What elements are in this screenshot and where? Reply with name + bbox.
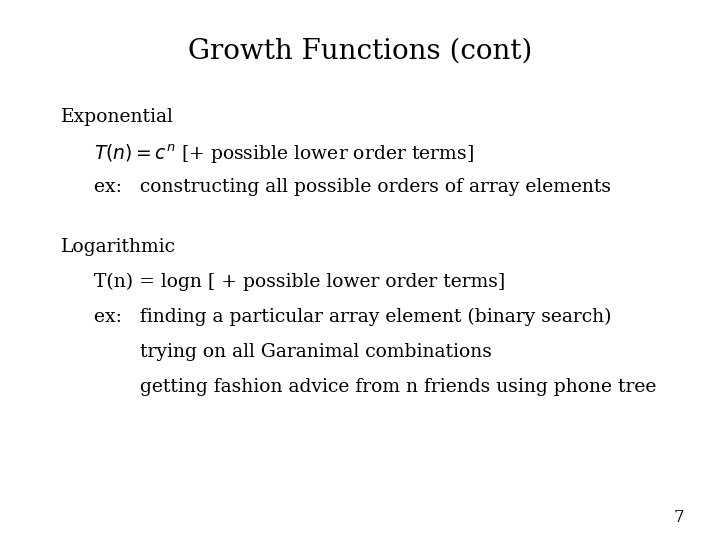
Text: 7: 7 xyxy=(673,510,684,526)
Text: Growth Functions (cont): Growth Functions (cont) xyxy=(188,38,532,65)
Text: Logarithmic: Logarithmic xyxy=(61,238,176,255)
Text: ex:   finding a particular array element (binary search): ex: finding a particular array element (… xyxy=(94,308,611,326)
Text: $T(n) = c^n$ [+ possible lower order terms]: $T(n) = c^n$ [+ possible lower order ter… xyxy=(94,143,474,166)
Text: Exponential: Exponential xyxy=(61,108,174,126)
Text: getting fashion advice from n friends using phone tree: getting fashion advice from n friends us… xyxy=(140,378,657,396)
Text: ex:   constructing all possible orders of array elements: ex: constructing all possible orders of … xyxy=(94,178,611,196)
Text: trying on all Garanimal combinations: trying on all Garanimal combinations xyxy=(140,343,492,361)
Text: T(n) = logn [ + possible lower order terms]: T(n) = logn [ + possible lower order ter… xyxy=(94,273,505,291)
